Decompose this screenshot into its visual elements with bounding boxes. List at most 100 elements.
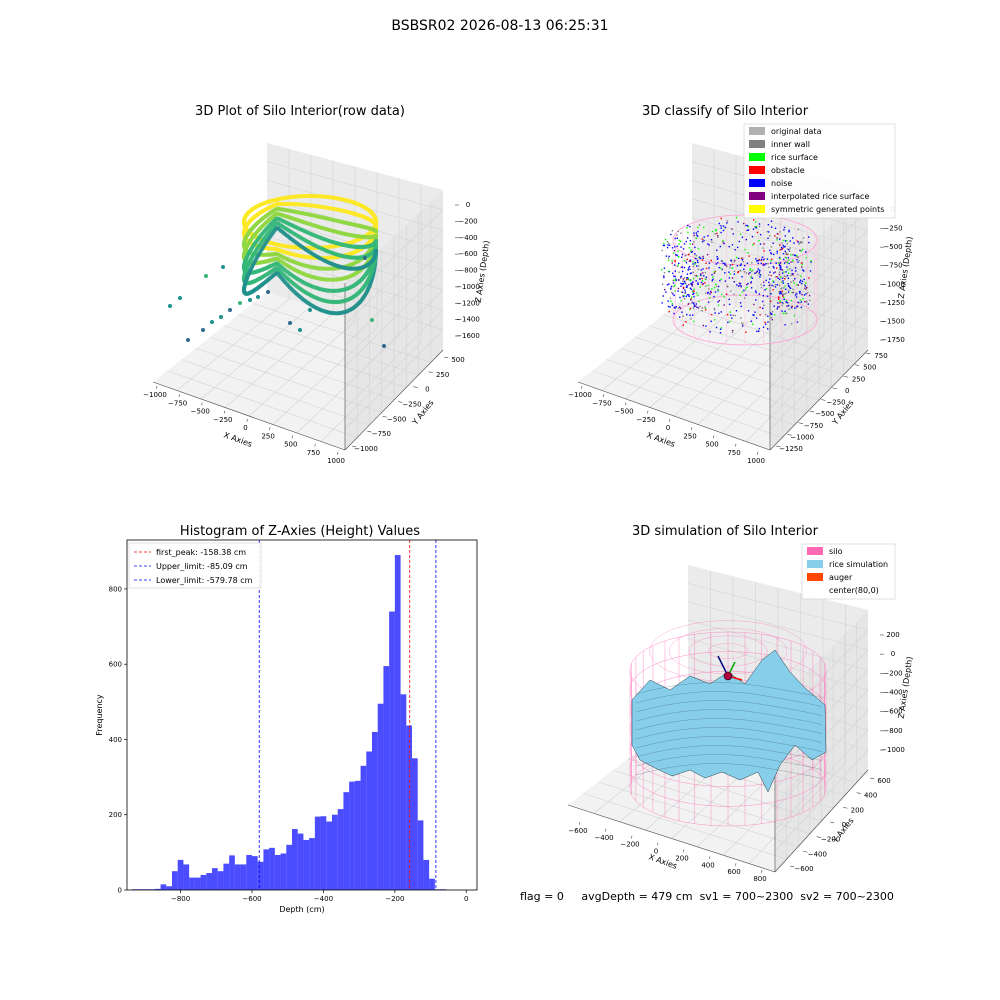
panel2-point bbox=[796, 305, 798, 308]
panel2-point bbox=[739, 233, 742, 235]
panel2-point bbox=[797, 261, 799, 263]
panel2-point bbox=[687, 267, 690, 269]
panel2-point bbox=[776, 308, 778, 310]
panel2-point bbox=[770, 259, 772, 262]
panel2-point bbox=[724, 272, 726, 274]
panel2-point bbox=[738, 282, 741, 284]
panel2-point bbox=[685, 295, 687, 298]
panel2-point bbox=[731, 277, 734, 279]
panel2-point bbox=[674, 237, 676, 240]
panel2-point bbox=[664, 288, 666, 291]
panel2-legend: original data inner wall rice surface obsta… bbox=[743, 123, 896, 219]
panel2-point bbox=[760, 259, 762, 262]
panel2-point bbox=[693, 234, 695, 237]
panel2-point bbox=[740, 257, 743, 259]
panel2-point bbox=[758, 330, 760, 332]
panel2-point bbox=[689, 243, 691, 245]
panel2-point bbox=[728, 298, 730, 301]
panel2-point bbox=[681, 253, 684, 256]
panel4-y-tick bbox=[816, 836, 821, 838]
panel2-point bbox=[777, 306, 779, 308]
panel2-point bbox=[672, 280, 674, 282]
panel2-point bbox=[705, 276, 708, 278]
panel2-point bbox=[693, 232, 695, 234]
panel2-point bbox=[770, 262, 772, 264]
panel2-point bbox=[704, 307, 707, 310]
panel3-bar bbox=[240, 864, 247, 890]
panel2-point bbox=[733, 281, 735, 283]
panel2-point bbox=[803, 278, 805, 281]
panel4-rice-mesh-line bbox=[635, 727, 823, 744]
panel1-outlier-point bbox=[298, 328, 302, 332]
panel2-point bbox=[732, 329, 734, 332]
panel2-point bbox=[774, 286, 777, 288]
panel2-point bbox=[786, 312, 788, 315]
panel3-y-tick-label: 800 bbox=[109, 585, 122, 593]
panel2-point bbox=[789, 247, 791, 249]
panel2-point bbox=[799, 249, 801, 252]
panel2-point bbox=[777, 262, 780, 264]
panel2-point bbox=[728, 271, 730, 273]
panel2-point bbox=[663, 242, 665, 245]
panel3-title: Histogram of Z-Axies (Height) Values bbox=[179, 524, 421, 539]
panel2-point bbox=[694, 275, 697, 277]
panel3-bar bbox=[189, 877, 195, 890]
panel2-point bbox=[757, 262, 759, 264]
panel2-point bbox=[695, 258, 697, 260]
panel2-point bbox=[731, 331, 734, 334]
panel2-point bbox=[673, 264, 676, 266]
panel2-point bbox=[690, 251, 693, 253]
panel2-point bbox=[705, 267, 708, 270]
panel2-point bbox=[778, 278, 781, 280]
panel2-point bbox=[696, 265, 698, 267]
panel2-point bbox=[697, 261, 699, 264]
panel2-point bbox=[748, 273, 750, 275]
panel1-x-tick-label: 1000 bbox=[327, 457, 345, 465]
panel2-point bbox=[782, 282, 784, 284]
panel2-point bbox=[673, 294, 675, 297]
panel2-point bbox=[704, 306, 706, 308]
panel2-y-tick bbox=[832, 387, 837, 390]
panel2-point bbox=[795, 292, 797, 294]
panel4-rice-mesh-line bbox=[635, 709, 823, 726]
panel2-point bbox=[722, 239, 724, 242]
panel1-outlier-point bbox=[219, 315, 223, 319]
panel2-point bbox=[784, 256, 787, 258]
panel4-grid bbox=[723, 755, 824, 856]
panel2-point bbox=[758, 240, 760, 242]
panel2-point bbox=[792, 261, 794, 263]
panel1-grid bbox=[252, 302, 431, 363]
panel2-point bbox=[800, 301, 803, 303]
panel2-point bbox=[663, 276, 665, 279]
panel2-grid bbox=[697, 328, 803, 425]
panel3-legend-label: Upper_limit: -85.09 cm bbox=[156, 562, 248, 571]
panel4-y-tick bbox=[843, 807, 848, 809]
panel2-point bbox=[687, 253, 690, 256]
panel2-point bbox=[683, 280, 686, 282]
panel2-point bbox=[722, 242, 725, 244]
panel2-point bbox=[729, 264, 732, 266]
panel2-point bbox=[681, 291, 684, 293]
panel2-point bbox=[749, 271, 751, 274]
panel2-point bbox=[713, 286, 716, 289]
panel2-point bbox=[754, 221, 757, 223]
panel2-point bbox=[785, 301, 787, 303]
panel2-point bbox=[715, 230, 717, 232]
panel2-point bbox=[679, 316, 681, 318]
panel4-legend-swatch bbox=[807, 586, 823, 594]
panel4-rice-surface bbox=[631, 649, 827, 793]
panel2-point bbox=[781, 272, 784, 274]
panel4-x-axis-line bbox=[567, 804, 776, 873]
panel2-point bbox=[699, 305, 701, 307]
panel2-legend-swatch bbox=[749, 179, 765, 187]
panel2-point bbox=[685, 260, 687, 262]
panel3-bar bbox=[217, 871, 224, 890]
panel2-y-tick bbox=[854, 364, 860, 366]
panel1-x-tick bbox=[201, 402, 203, 406]
panel2-point bbox=[798, 260, 800, 262]
panel2-point bbox=[786, 301, 788, 304]
panel2-point bbox=[671, 303, 673, 305]
panel2-point bbox=[707, 301, 710, 303]
panel2-point bbox=[706, 253, 709, 256]
panel2-point bbox=[672, 293, 674, 295]
